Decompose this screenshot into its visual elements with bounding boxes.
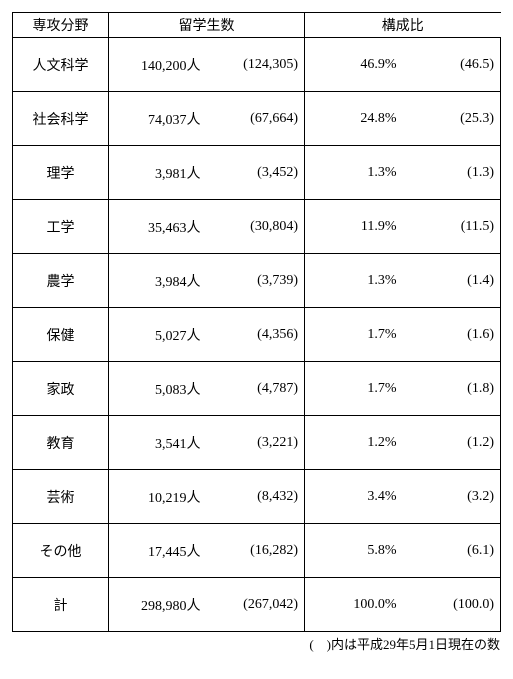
cell-count: 3,984人 — [109, 254, 207, 308]
cell-count: 140,200人 — [109, 38, 207, 92]
cell-ratio-prev: (1.4) — [403, 254, 501, 308]
cell-field: 理学 — [13, 146, 109, 200]
header-ratio: 構成比 — [305, 13, 501, 38]
cell-count-prev: (16,282) — [207, 524, 305, 578]
cell-ratio: 1.2% — [305, 416, 403, 470]
cell-ratio: 24.8% — [305, 92, 403, 146]
cell-count: 74,037人 — [109, 92, 207, 146]
cell-count-prev: (267,042) — [207, 578, 305, 632]
cell-ratio-prev: (25.3) — [403, 92, 501, 146]
cell-count-prev: (4,356) — [207, 308, 305, 362]
cell-field: 社会科学 — [13, 92, 109, 146]
cell-ratio: 11.9% — [305, 200, 403, 254]
cell-ratio: 1.7% — [305, 308, 403, 362]
cell-count: 10,219人 — [109, 470, 207, 524]
table-row: 保健5,027人(4,356)1.7%(1.6) — [13, 308, 501, 362]
cell-field: 計 — [13, 578, 109, 632]
cell-ratio: 5.8% — [305, 524, 403, 578]
cell-count-prev: (8,432) — [207, 470, 305, 524]
cell-count-prev: (3,739) — [207, 254, 305, 308]
cell-ratio-prev: (46.5) — [403, 38, 501, 92]
cell-count-prev: (124,305) — [207, 38, 305, 92]
table-row: 理学3,981人(3,452)1.3%(1.3) — [13, 146, 501, 200]
cell-field: 芸術 — [13, 470, 109, 524]
cell-ratio-prev: (1.2) — [403, 416, 501, 470]
table-header-row: 専攻分野 留学生数 構成比 — [13, 13, 501, 38]
table-row: 芸術10,219人(8,432)3.4%(3.2) — [13, 470, 501, 524]
cell-count-prev: (3,221) — [207, 416, 305, 470]
cell-ratio-prev: (1.6) — [403, 308, 501, 362]
table-row: 農学3,984人(3,739)1.3%(1.4) — [13, 254, 501, 308]
cell-field: 農学 — [13, 254, 109, 308]
cell-field: 家政 — [13, 362, 109, 416]
cell-ratio-prev: (100.0) — [403, 578, 501, 632]
student-major-table: 専攻分野 留学生数 構成比 人文科学140,200人(124,305)46.9%… — [12, 12, 501, 632]
table-row: その他17,445人(16,282)5.8%(6.1) — [13, 524, 501, 578]
cell-field: 工学 — [13, 200, 109, 254]
cell-ratio: 1.3% — [305, 254, 403, 308]
cell-count-prev: (67,664) — [207, 92, 305, 146]
cell-ratio: 1.3% — [305, 146, 403, 200]
cell-ratio-prev: (6.1) — [403, 524, 501, 578]
cell-ratio-prev: (1.3) — [403, 146, 501, 200]
table-row: 計298,980人(267,042)100.0%(100.0) — [13, 578, 501, 632]
table-body: 人文科学140,200人(124,305)46.9%(46.5)社会科学74,0… — [13, 38, 501, 632]
cell-field: 人文科学 — [13, 38, 109, 92]
table-row: 家政5,083人(4,787)1.7%(1.8) — [13, 362, 501, 416]
table-row: 人文科学140,200人(124,305)46.9%(46.5) — [13, 38, 501, 92]
header-count: 留学生数 — [109, 13, 305, 38]
cell-field: 保健 — [13, 308, 109, 362]
cell-ratio-prev: (11.5) — [403, 200, 501, 254]
cell-count: 17,445人 — [109, 524, 207, 578]
cell-ratio: 3.4% — [305, 470, 403, 524]
cell-count: 3,981人 — [109, 146, 207, 200]
table-row: 工学35,463人(30,804)11.9%(11.5) — [13, 200, 501, 254]
table-row: 社会科学74,037人(67,664)24.8%(25.3) — [13, 92, 501, 146]
cell-count: 5,027人 — [109, 308, 207, 362]
table-row: 教育3,541人(3,221)1.2%(1.2) — [13, 416, 501, 470]
cell-count-prev: (30,804) — [207, 200, 305, 254]
header-field: 専攻分野 — [13, 13, 109, 38]
cell-count: 298,980人 — [109, 578, 207, 632]
cell-ratio: 100.0% — [305, 578, 403, 632]
cell-ratio-prev: (1.8) — [403, 362, 501, 416]
cell-field: その他 — [13, 524, 109, 578]
cell-count: 35,463人 — [109, 200, 207, 254]
cell-count-prev: (4,787) — [207, 362, 305, 416]
cell-count-prev: (3,452) — [207, 146, 305, 200]
cell-ratio-prev: (3.2) — [403, 470, 501, 524]
cell-field: 教育 — [13, 416, 109, 470]
cell-count: 5,083人 — [109, 362, 207, 416]
cell-ratio: 1.7% — [305, 362, 403, 416]
cell-count: 3,541人 — [109, 416, 207, 470]
footnote: ( )内は平成29年5月1日現在の数 — [12, 634, 504, 653]
cell-ratio: 46.9% — [305, 38, 403, 92]
